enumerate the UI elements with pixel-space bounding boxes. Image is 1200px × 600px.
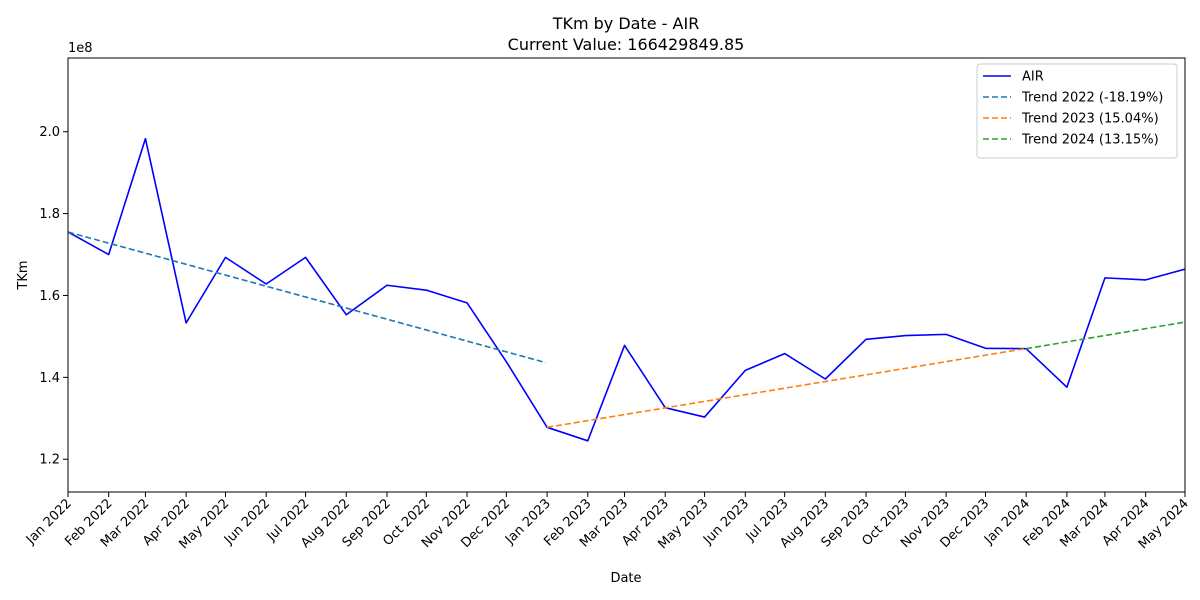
chart-title: TKm by Date - AIR	[552, 14, 700, 33]
legend-label: AIR	[1022, 70, 1044, 85]
legend-label: Trend 2022 (-18.19%)	[1021, 91, 1163, 106]
y-axis-label: TKm	[16, 260, 31, 290]
y-tick-label: 1.4	[39, 371, 60, 386]
series-group	[68, 137, 1185, 442]
y-tick-label: 2.0	[39, 125, 60, 140]
x-axis-label: Date	[610, 571, 641, 586]
legend-box	[976, 63, 1178, 159]
y-tick-label: 1.2	[39, 453, 60, 468]
legend-label: Trend 2023 (15.04%)	[1021, 112, 1159, 127]
legend: AIR Trend 2022 (-18.19%) Trend 2023 (15.04…	[976, 63, 1178, 159]
legend-label: Trend 2024 (13.15%)	[1021, 133, 1159, 148]
air-series-line	[68, 137, 1185, 442]
y-tick-label: 1.6	[39, 289, 60, 304]
trend-line-1	[68, 231, 546, 364]
y-axis-offset-label: 1e8	[68, 41, 93, 56]
trend-line-3	[1026, 321, 1185, 350]
plot-frame	[67, 57, 1186, 493]
y-tick-label: 1.8	[39, 207, 60, 222]
chart-subtitle: Current Value: 166429849.85	[508, 35, 745, 54]
y-axis: 1.2 1.4 1.6 1.8 2.0	[39, 125, 68, 468]
plot-area	[68, 137, 1185, 442]
